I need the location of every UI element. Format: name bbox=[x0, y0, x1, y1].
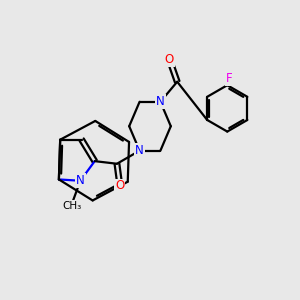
Text: CH₃: CH₃ bbox=[63, 201, 82, 211]
Text: F: F bbox=[226, 72, 232, 85]
Text: O: O bbox=[165, 53, 174, 66]
Text: N: N bbox=[156, 95, 165, 108]
Text: N: N bbox=[135, 144, 144, 157]
Text: N: N bbox=[76, 174, 85, 187]
Text: O: O bbox=[115, 179, 124, 193]
